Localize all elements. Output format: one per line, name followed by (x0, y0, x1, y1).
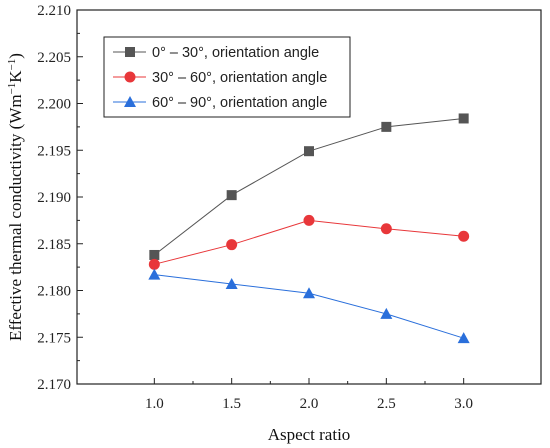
x-tick-label: 1.5 (222, 396, 241, 412)
data-point-circle (458, 230, 470, 242)
legend-label-2: 30° – 60°, orientation angle (152, 70, 327, 86)
data-point-circle (380, 223, 392, 235)
legend-label-3: 60° – 90°, orientation angle (152, 95, 327, 111)
y-axis-title-end: ) (6, 53, 25, 59)
x-tick-label: 2.5 (377, 396, 396, 412)
ticks-layer: 1.0 1.5 2.0 2.5 3.0 2.170 2.175 2.180 2.185 2.190… (37, 3, 473, 412)
series-line-3 (154, 274, 464, 339)
legend-item-3: 60° – 90°, orientation angle (113, 95, 327, 111)
data-point-square (381, 121, 392, 132)
legend-marker-triangle (124, 96, 136, 107)
legend-item-2: 30° – 60°, orientation angle (113, 70, 327, 86)
legend-label-1: 0° – 30°, orientation angle (152, 45, 319, 61)
y-tick-label: 2.205 (37, 50, 71, 66)
y-tick-label: 2.185 (37, 237, 71, 253)
data-point-circle (303, 214, 315, 226)
y-axis-title-main: Effective thermal conductivity (Wm (6, 94, 25, 341)
x-tick-label: 1.0 (145, 396, 164, 412)
data-point-triangle (380, 307, 393, 319)
data-point-square (226, 190, 237, 201)
legend-marker-circle (124, 71, 136, 83)
data-point-square (458, 113, 469, 124)
y-tick-label: 2.195 (37, 143, 71, 159)
data-point-circle (148, 258, 160, 270)
y-tick-label: 2.170 (37, 377, 71, 393)
series-layer (148, 113, 470, 344)
data-point-triangle (457, 332, 470, 344)
y-tick-label: 2.200 (37, 97, 71, 113)
y-tick-label: 2.180 (37, 284, 71, 300)
x-tick-label: 2.0 (300, 396, 319, 412)
y-tick-label: 2.210 (37, 3, 71, 19)
legend-marker-square (125, 47, 135, 57)
x-tick-label: 3.0 (454, 396, 473, 412)
y-tick-label: 2.190 (37, 190, 71, 206)
y-axis-title-sup2: −1 (6, 59, 18, 71)
x-axis-title: Aspect ratio (268, 425, 351, 444)
y-axis-title-mid: K (6, 70, 25, 83)
y-tick-label: 2.175 (37, 330, 71, 346)
legend: 0° – 30°, orientation angle 30° – 60°, o… (103, 36, 351, 118)
y-axis-title-sup1: −1 (6, 83, 18, 95)
data-point-circle (226, 239, 238, 251)
data-point-triangle (148, 268, 161, 280)
series-line-1 (153, 118, 464, 256)
data-point-triangle (303, 287, 315, 299)
data-point-square (149, 249, 160, 260)
series-line-2 (154, 219, 464, 265)
legend-item-1: 0° – 30°, orientation angle (113, 45, 319, 61)
plot-frame (76, 9, 542, 385)
y-axis-title: Effective thermal conductivity (Wm−1K−1) (6, 53, 25, 341)
data-point-triangle (225, 277, 238, 289)
data-point-square (304, 146, 314, 157)
